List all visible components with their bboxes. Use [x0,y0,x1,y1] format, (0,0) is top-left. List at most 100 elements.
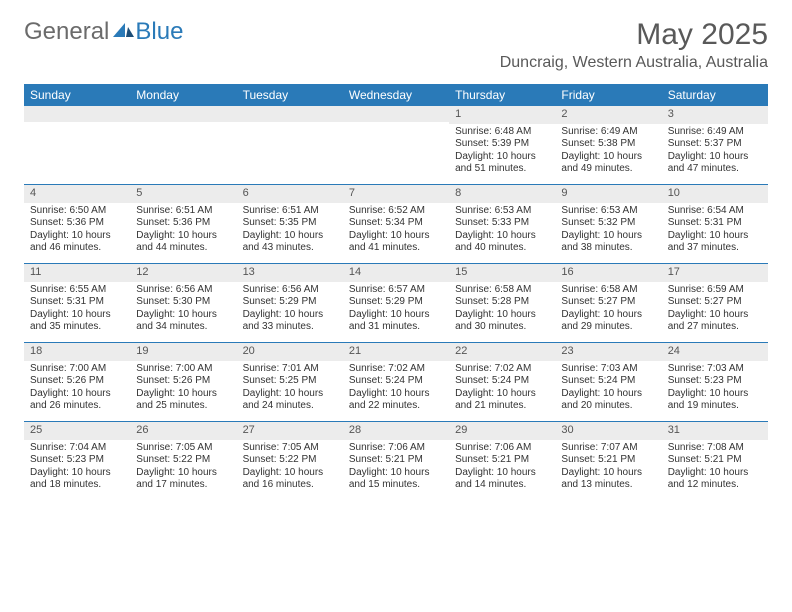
day-body: Sunrise: 6:56 AMSunset: 5:30 PMDaylight:… [130,282,236,338]
day-body: Sunrise: 6:49 AMSunset: 5:37 PMDaylight:… [662,124,768,180]
day-body: Sunrise: 6:53 AMSunset: 5:32 PMDaylight:… [555,203,661,259]
sunrise-text: Sunrise: 7:01 AM [243,363,337,376]
day-number: 19 [130,343,236,361]
sunset-text: Sunset: 5:22 PM [243,454,337,467]
sunset-text: Sunset: 5:21 PM [668,454,762,467]
sunset-text: Sunset: 5:37 PM [668,138,762,151]
daylight-text: Daylight: 10 hours and 15 minutes. [349,467,443,492]
day-number: 12 [130,264,236,282]
daylight-text: Daylight: 10 hours and 37 minutes. [668,230,762,255]
day-number: 11 [24,264,130,282]
day-body: Sunrise: 7:05 AMSunset: 5:22 PMDaylight:… [237,440,343,496]
day-body: Sunrise: 7:07 AMSunset: 5:21 PMDaylight:… [555,440,661,496]
sunset-text: Sunset: 5:24 PM [455,375,549,388]
daylight-text: Daylight: 10 hours and 19 minutes. [668,388,762,413]
day-body: Sunrise: 7:01 AMSunset: 5:25 PMDaylight:… [237,361,343,417]
day-number: 4 [24,185,130,203]
daylight-text: Daylight: 10 hours and 49 minutes. [561,151,655,176]
day-body: Sunrise: 7:00 AMSunset: 5:26 PMDaylight:… [130,361,236,417]
daylight-text: Daylight: 10 hours and 16 minutes. [243,467,337,492]
sunset-text: Sunset: 5:36 PM [136,217,230,230]
day-cell: 18Sunrise: 7:00 AMSunset: 5:26 PMDayligh… [24,343,130,421]
day-body: Sunrise: 7:02 AMSunset: 5:24 PMDaylight:… [449,361,555,417]
day-cell: 24Sunrise: 7:03 AMSunset: 5:23 PMDayligh… [662,343,768,421]
day-header-tue: Tuesday [237,84,343,106]
day-number: 15 [449,264,555,282]
day-cell: 15Sunrise: 6:58 AMSunset: 5:28 PMDayligh… [449,264,555,342]
daylight-text: Daylight: 10 hours and 25 minutes. [136,388,230,413]
day-cell: 9Sunrise: 6:53 AMSunset: 5:32 PMDaylight… [555,185,661,263]
day-number: 22 [449,343,555,361]
day-body: Sunrise: 7:08 AMSunset: 5:21 PMDaylight:… [662,440,768,496]
title-block: May 2025 Duncraig, Western Australia, Au… [500,18,768,72]
sunset-text: Sunset: 5:21 PM [349,454,443,467]
day-number: 28 [343,422,449,440]
day-cell: 20Sunrise: 7:01 AMSunset: 5:25 PMDayligh… [237,343,343,421]
month-title: May 2025 [500,18,768,52]
day-body: Sunrise: 6:53 AMSunset: 5:33 PMDaylight:… [449,203,555,259]
daylight-text: Daylight: 10 hours and 24 minutes. [243,388,337,413]
daylight-text: Daylight: 10 hours and 20 minutes. [561,388,655,413]
day-body [237,122,343,128]
day-body: Sunrise: 6:52 AMSunset: 5:34 PMDaylight:… [343,203,449,259]
day-cell: 27Sunrise: 7:05 AMSunset: 5:22 PMDayligh… [237,422,343,500]
daylight-text: Daylight: 10 hours and 40 minutes. [455,230,549,255]
sunset-text: Sunset: 5:35 PM [243,217,337,230]
day-cell: 30Sunrise: 7:07 AMSunset: 5:21 PMDayligh… [555,422,661,500]
sunset-text: Sunset: 5:32 PM [561,217,655,230]
week-row: 4Sunrise: 6:50 AMSunset: 5:36 PMDaylight… [24,184,768,263]
sunset-text: Sunset: 5:25 PM [243,375,337,388]
day-number: 8 [449,185,555,203]
daylight-text: Daylight: 10 hours and 43 minutes. [243,230,337,255]
day-cell: 19Sunrise: 7:00 AMSunset: 5:26 PMDayligh… [130,343,236,421]
sunrise-text: Sunrise: 6:57 AM [349,284,443,297]
day-cell: 28Sunrise: 7:06 AMSunset: 5:21 PMDayligh… [343,422,449,500]
sunset-text: Sunset: 5:21 PM [561,454,655,467]
day-number [237,106,343,122]
day-body: Sunrise: 7:00 AMSunset: 5:26 PMDaylight:… [24,361,130,417]
day-cell [130,106,236,184]
day-cell: 23Sunrise: 7:03 AMSunset: 5:24 PMDayligh… [555,343,661,421]
day-number: 31 [662,422,768,440]
daylight-text: Daylight: 10 hours and 44 minutes. [136,230,230,255]
day-body: Sunrise: 6:50 AMSunset: 5:36 PMDaylight:… [24,203,130,259]
day-cell: 12Sunrise: 6:56 AMSunset: 5:30 PMDayligh… [130,264,236,342]
sunrise-text: Sunrise: 6:51 AM [243,205,337,218]
day-cell [237,106,343,184]
day-header-wed: Wednesday [343,84,449,106]
brand-part1: General [24,18,109,46]
sunrise-text: Sunrise: 7:05 AM [243,442,337,455]
sunrise-text: Sunrise: 6:58 AM [455,284,549,297]
daylight-text: Daylight: 10 hours and 41 minutes. [349,230,443,255]
day-number: 1 [449,106,555,124]
day-cell: 6Sunrise: 6:51 AMSunset: 5:35 PMDaylight… [237,185,343,263]
day-number: 10 [662,185,768,203]
day-body: Sunrise: 6:51 AMSunset: 5:35 PMDaylight:… [237,203,343,259]
sunrise-text: Sunrise: 6:56 AM [136,284,230,297]
day-body: Sunrise: 6:54 AMSunset: 5:31 PMDaylight:… [662,203,768,259]
sunset-text: Sunset: 5:24 PM [349,375,443,388]
sunrise-text: Sunrise: 7:08 AM [668,442,762,455]
sunrise-text: Sunrise: 7:02 AM [349,363,443,376]
day-cell: 7Sunrise: 6:52 AMSunset: 5:34 PMDaylight… [343,185,449,263]
day-body: Sunrise: 7:03 AMSunset: 5:24 PMDaylight:… [555,361,661,417]
sunrise-text: Sunrise: 6:59 AM [668,284,762,297]
sunrise-text: Sunrise: 6:52 AM [349,205,443,218]
daylight-text: Daylight: 10 hours and 30 minutes. [455,309,549,334]
day-cell: 8Sunrise: 6:53 AMSunset: 5:33 PMDaylight… [449,185,555,263]
sunrise-text: Sunrise: 7:00 AM [136,363,230,376]
daylight-text: Daylight: 10 hours and 34 minutes. [136,309,230,334]
sunrise-text: Sunrise: 6:49 AM [561,126,655,139]
sunset-text: Sunset: 5:21 PM [455,454,549,467]
day-number: 17 [662,264,768,282]
day-cell: 1Sunrise: 6:48 AMSunset: 5:39 PMDaylight… [449,106,555,184]
day-number: 26 [130,422,236,440]
day-number: 9 [555,185,661,203]
day-number: 21 [343,343,449,361]
day-number: 29 [449,422,555,440]
sunset-text: Sunset: 5:33 PM [455,217,549,230]
day-cell [24,106,130,184]
week-row: 1Sunrise: 6:48 AMSunset: 5:39 PMDaylight… [24,106,768,184]
page-header: General Blue May 2025 Duncraig, Western … [0,0,792,76]
daylight-text: Daylight: 10 hours and 17 minutes. [136,467,230,492]
